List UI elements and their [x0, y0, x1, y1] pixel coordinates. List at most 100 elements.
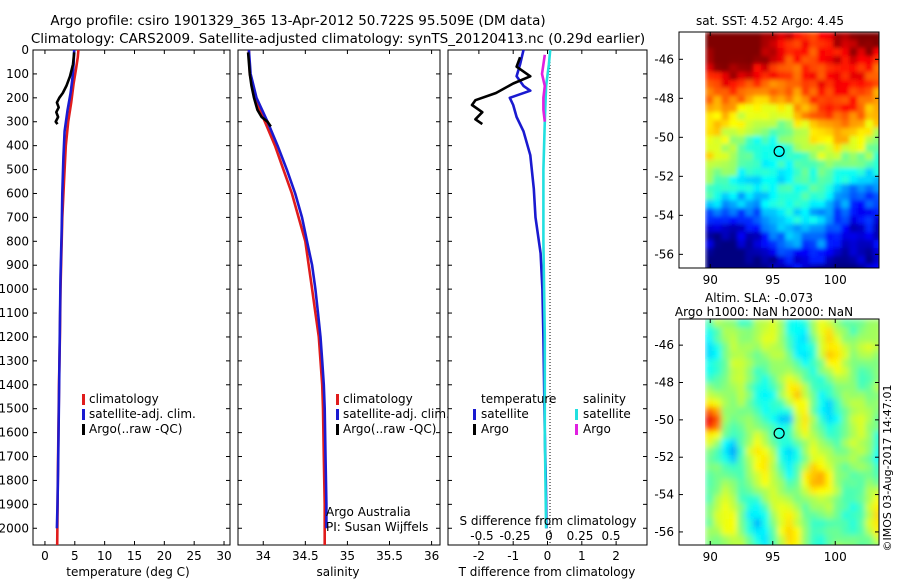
map-cell	[753, 112, 762, 121]
map-cell	[833, 447, 842, 456]
map-cell	[761, 64, 770, 73]
map-cell	[785, 104, 794, 113]
map-cell	[729, 543, 738, 545]
map-cell	[705, 375, 714, 384]
map-cell	[865, 144, 874, 153]
map-cell	[737, 152, 746, 161]
map-cell	[721, 375, 730, 384]
map-cell	[769, 319, 778, 328]
map-cell	[745, 423, 754, 432]
x-tick-label: 30	[216, 549, 231, 563]
map-cell	[865, 503, 874, 512]
map-cell	[825, 439, 834, 448]
map-cell	[753, 335, 762, 344]
map-cell	[785, 519, 794, 528]
map-cell	[817, 351, 826, 360]
map-cell	[705, 136, 714, 145]
map-cell	[801, 232, 810, 241]
map-cell	[721, 495, 730, 504]
map-cell	[769, 216, 778, 225]
map-cell	[817, 375, 826, 384]
map-cell	[817, 112, 826, 121]
map-cell	[817, 48, 826, 57]
map-cell	[729, 192, 738, 201]
map-lat-tick-label: -54	[654, 208, 674, 222]
map-cell	[745, 383, 754, 392]
map-cell	[873, 503, 879, 512]
map-cell	[841, 224, 850, 233]
map-cell	[793, 136, 802, 145]
map-cell	[873, 48, 879, 57]
map-cell	[705, 208, 714, 217]
map-cell	[857, 168, 866, 177]
map-cell	[841, 415, 850, 424]
map-cell	[809, 160, 818, 169]
map-cell	[737, 423, 746, 432]
map-cell	[801, 64, 810, 73]
x-tick-label: 34.5	[292, 549, 319, 563]
map-cell	[753, 455, 762, 464]
map-cell	[857, 487, 866, 496]
map-cell	[849, 104, 858, 113]
map-cell	[865, 256, 874, 265]
map-cell	[729, 407, 738, 416]
map-cell	[705, 264, 714, 268]
map-cell	[857, 224, 866, 233]
map-cell	[705, 96, 714, 105]
map-cell	[777, 256, 786, 265]
map-cell	[705, 168, 714, 177]
map-cell	[793, 503, 802, 512]
map-cell	[841, 112, 850, 121]
map-cell	[729, 168, 738, 177]
map-cell	[849, 72, 858, 81]
map-cell	[777, 216, 786, 225]
map-cell	[865, 399, 874, 408]
map-cell	[809, 64, 818, 73]
map-cell	[785, 343, 794, 352]
map-cell	[809, 168, 818, 177]
map-cell	[825, 423, 834, 432]
map-cell	[785, 96, 794, 105]
map-cell	[865, 543, 874, 545]
map-cell	[857, 479, 866, 488]
map-cell	[713, 176, 722, 185]
map-cell	[849, 519, 858, 528]
map-cell	[873, 359, 879, 368]
map-cell	[841, 495, 850, 504]
x-tick-label: 34	[256, 549, 271, 563]
map-cell	[729, 232, 738, 241]
map-cell	[785, 351, 794, 360]
map-cell	[841, 40, 850, 49]
map-cell	[833, 471, 842, 480]
map-cell	[721, 192, 730, 201]
map-cell	[737, 359, 746, 368]
temperature-depth-ticks: 0 100 200 300 400 500 600 700 800 900 1000 1100 1200…	[0, 43, 230, 535]
map-cell	[817, 319, 826, 328]
map-cell	[705, 104, 714, 113]
map-cell	[745, 463, 754, 472]
map-cell	[713, 511, 722, 520]
map-cell	[825, 88, 834, 97]
x-tick-label: -1	[507, 549, 519, 563]
map-cell	[817, 120, 826, 129]
map-cell	[761, 112, 770, 121]
map-cell	[801, 495, 810, 504]
map-cell	[729, 200, 738, 209]
map-cell	[801, 144, 810, 153]
map-cell	[817, 415, 826, 424]
map-cell	[729, 511, 738, 520]
map-cell	[833, 168, 842, 177]
map-cell	[713, 72, 722, 81]
map-cell	[785, 423, 794, 432]
map-cell	[825, 128, 834, 137]
map-cell	[857, 375, 866, 384]
map-cell	[785, 463, 794, 472]
map-cell	[713, 367, 722, 376]
map-cell	[793, 264, 802, 268]
map-cell	[721, 335, 730, 344]
map-cell	[721, 128, 730, 137]
map-cell	[721, 120, 730, 129]
map-cell	[833, 487, 842, 496]
map-cell	[761, 224, 770, 233]
map-cell	[753, 224, 762, 233]
